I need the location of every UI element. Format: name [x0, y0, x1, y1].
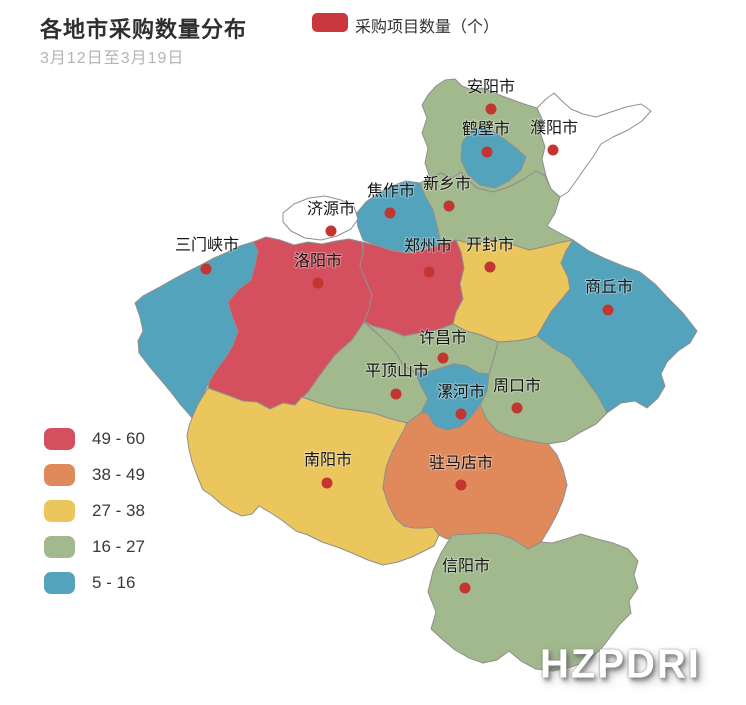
city-dot-pingdingshan [390, 388, 402, 400]
page-title: 各地市采购数量分布 [40, 17, 248, 42]
legend-item-49-60[interactable]: 49 - 60 [44, 428, 145, 450]
legend-swatch[interactable] [44, 464, 75, 486]
city-dot-luoyang [312, 277, 324, 289]
region-jiaozuo[interactable] [355, 180, 442, 253]
city-dot-zhumadian [455, 479, 467, 491]
city-dot-anyang [485, 103, 497, 115]
legend-swatch[interactable] [44, 536, 75, 558]
city-label-shangqiu: 商丘市 [585, 278, 633, 296]
city-dot-jiaozuo [384, 207, 396, 219]
legend-label: 49 - 60 [92, 429, 145, 448]
legend-label: 16 - 27 [92, 537, 145, 556]
legend-item-38-49[interactable]: 38 - 49 [44, 464, 145, 486]
city-label-kaifeng: 开封市 [466, 236, 514, 254]
legend-label: 27 - 38 [92, 501, 145, 520]
city-label-luohe: 漯河市 [437, 383, 485, 401]
legend-item-27-38[interactable]: 27 - 38 [44, 500, 145, 522]
city-dot-xuchang [437, 352, 449, 364]
legend-item-16-27[interactable]: 16 - 27 [44, 536, 145, 558]
city-label-xuchang: 许昌市 [419, 329, 467, 347]
city-dot-sanmenxia [200, 263, 212, 275]
region-zhoukou[interactable] [479, 335, 608, 445]
region-hebi[interactable] [460, 126, 527, 189]
legend-label: 38 - 49 [92, 465, 145, 484]
city-label-jiyuan: 济源市 [307, 200, 355, 218]
city-label-xinyang: 信阳市 [442, 557, 490, 575]
legend-label: 5 - 16 [92, 573, 136, 592]
city-label-sanmenxia: 三门峡市 [175, 236, 239, 254]
legend-item-5-16[interactable]: 5 - 16 [44, 572, 145, 594]
legend-swatch[interactable] [44, 572, 75, 594]
region-jiyuan[interactable] [282, 195, 359, 241]
city-label-jiaozuo: 焦作市 [367, 182, 415, 200]
city-label-zhengzhou: 郑州市 [404, 237, 452, 255]
city-label-anyang: 安阳市 [467, 78, 515, 96]
city-label-pingdingshan: 平顶山市 [365, 362, 429, 380]
city-dot-puyang [547, 144, 559, 156]
city-label-xinxiang: 新乡市 [423, 175, 471, 193]
city-label-luoyang: 洛阳市 [294, 252, 342, 270]
city-label-puyang: 濮阳市 [530, 119, 578, 137]
city-label-zhumadian: 驻马店市 [429, 454, 493, 472]
city-dot-xinyang [459, 582, 471, 594]
series-legend-swatch[interactable] [312, 13, 348, 32]
city-dot-xinxiang [443, 200, 455, 212]
city-dot-luohe [455, 408, 467, 420]
city-dot-zhoukou [511, 402, 523, 414]
city-label-hebi: 鹤壁市 [462, 119, 510, 138]
region-shangqiu[interactable] [536, 239, 698, 414]
region-zhumadian[interactable] [382, 404, 568, 550]
city-dot-hebi [481, 146, 493, 158]
series-legend-label[interactable]: 采购项目数量（个） [355, 19, 500, 36]
region-puyang[interactable] [536, 92, 652, 198]
region-xinyang[interactable] [427, 532, 639, 672]
city-dot-kaifeng [484, 261, 496, 273]
date-range-subtitle: 3月12日至3月19日 [40, 50, 185, 67]
city-dot-nanyang [321, 477, 333, 489]
city-label-zhoukou: 周口市 [493, 377, 541, 395]
city-dot-jiyuan [325, 225, 337, 237]
value-range-legend: 49 - 60 38 - 49 27 - 38 16 - 27 5 - 16 [44, 428, 145, 608]
watermark-logo: HZPDRI [540, 641, 701, 687]
city-label-nanyang: 南阳市 [304, 451, 352, 469]
city-dot-shangqiu [602, 304, 614, 316]
city-dot-zhengzhou [423, 266, 435, 278]
legend-swatch[interactable] [44, 428, 75, 450]
legend-swatch[interactable] [44, 500, 75, 522]
